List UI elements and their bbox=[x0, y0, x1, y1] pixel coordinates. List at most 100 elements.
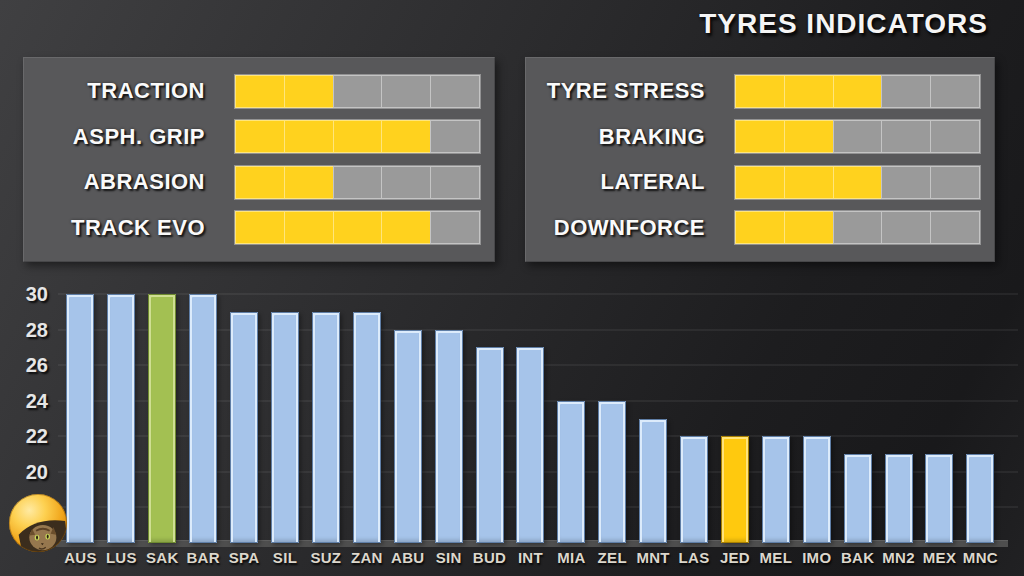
chart-bar-zel bbox=[598, 401, 626, 543]
gauge-segment-empty bbox=[930, 75, 980, 108]
bar-slot-mnt bbox=[633, 419, 674, 543]
x-label-bak: BAK bbox=[837, 549, 878, 566]
gauge-label: TRACK EVO bbox=[24, 215, 235, 241]
bar-slot-int bbox=[510, 347, 551, 543]
gauge-bar bbox=[735, 120, 980, 153]
gauge-segment-filled bbox=[784, 166, 834, 199]
x-label-abu: ABU bbox=[387, 549, 428, 566]
bar-slot-mex bbox=[919, 454, 960, 543]
x-label-mn2: MN2 bbox=[878, 549, 919, 566]
bar-slot-spa bbox=[224, 312, 265, 543]
gauge-segment-empty bbox=[881, 211, 931, 244]
gauge-row-braking: BRAKING bbox=[526, 120, 980, 153]
chart-bar-int bbox=[516, 347, 544, 543]
y-tick-26: 26 bbox=[0, 354, 48, 377]
gauge-segment-empty bbox=[381, 166, 431, 199]
bar-slot-bar bbox=[183, 294, 224, 543]
gauge-segment-empty bbox=[430, 211, 480, 244]
chart-bar-abu bbox=[394, 330, 422, 543]
chart-bar-bud bbox=[476, 347, 504, 543]
chart-bar-lus bbox=[107, 294, 135, 543]
bar-slot-sak bbox=[142, 294, 183, 543]
bar-slot-abu bbox=[387, 330, 428, 543]
gauge-segment-filled bbox=[381, 211, 431, 244]
gauge-label: TYRE STRESS bbox=[526, 78, 735, 104]
gauge-bar bbox=[735, 166, 980, 199]
bar-slot-mia bbox=[551, 401, 592, 543]
chart-bar-mn2 bbox=[885, 454, 913, 543]
gauge-segment-empty bbox=[881, 166, 931, 199]
x-label-bud: BUD bbox=[469, 549, 510, 566]
gauge-segment-empty bbox=[930, 120, 980, 153]
chart-bar-jed bbox=[721, 436, 749, 543]
bar-slot-zel bbox=[592, 401, 633, 543]
x-label-zan: ZAN bbox=[346, 549, 387, 566]
y-tick-30: 30 bbox=[0, 283, 48, 306]
bar-slot-mn2 bbox=[878, 454, 919, 543]
gauge-segment-filled bbox=[735, 211, 785, 244]
x-label-mnt: MNT bbox=[633, 549, 674, 566]
x-label-sin: SIN bbox=[428, 549, 469, 566]
gauge-segment-empty bbox=[930, 211, 980, 244]
gauge-segment-empty bbox=[881, 120, 931, 153]
gauge-row-lateral: LATERAL bbox=[526, 166, 980, 199]
gauge-segment-filled bbox=[735, 166, 785, 199]
tyre-indicators-panel-left: TRACTIONASPH. GRIPABRASIONTRACK EVO bbox=[23, 57, 495, 262]
gauge-bar bbox=[235, 75, 480, 108]
x-label-sil: SIL bbox=[265, 549, 306, 566]
chart-bar-las bbox=[680, 436, 708, 543]
gauge-segment-filled bbox=[333, 211, 383, 244]
gauge-bar bbox=[235, 166, 480, 199]
gauge-segment-filled bbox=[235, 211, 285, 244]
bar-slot-suz bbox=[305, 312, 346, 543]
gauge-segment-filled bbox=[735, 75, 785, 108]
chart-bar-spa bbox=[230, 312, 258, 543]
gauge-row-traction: TRACTION bbox=[24, 75, 480, 108]
gauge-segment-empty bbox=[430, 75, 480, 108]
gauge-segment-filled bbox=[284, 120, 334, 153]
gauge-segment-empty bbox=[381, 75, 431, 108]
x-label-sak: SAK bbox=[142, 549, 183, 566]
gauge-bar bbox=[735, 211, 980, 244]
gauge-segment-empty bbox=[430, 166, 480, 199]
x-label-mnc: MNC bbox=[960, 549, 1001, 566]
gauge-segment-filled bbox=[284, 75, 334, 108]
chart-bar-mel bbox=[762, 436, 790, 543]
x-label-mel: MEL bbox=[755, 549, 796, 566]
tyre-indicators-panel-right: TYRE STRESS BRAKING LATERAL DOWNFORCE bbox=[525, 57, 995, 262]
x-label-imo: IMO bbox=[796, 549, 837, 566]
gauge-segment-filled bbox=[784, 75, 834, 108]
gauge-row-asph-grip: ASPH. GRIP bbox=[24, 120, 480, 153]
gauge-row-downforce: DOWNFORCE bbox=[526, 211, 980, 244]
x-label-mia: MIA bbox=[551, 549, 592, 566]
x-label-bar: BAR bbox=[183, 549, 224, 566]
bar-slot-jed bbox=[715, 436, 756, 543]
bar-slot-mel bbox=[755, 436, 796, 543]
gauge-segment-filled bbox=[235, 120, 285, 153]
chart-bar-bar bbox=[189, 294, 217, 543]
bar-slot-sin bbox=[428, 330, 469, 543]
x-label-suz: SUZ bbox=[305, 549, 346, 566]
gauge-segment-empty bbox=[930, 166, 980, 199]
bar-slot-bak bbox=[837, 454, 878, 543]
bar-slot-bud bbox=[469, 347, 510, 543]
y-tick-24: 24 bbox=[0, 390, 48, 413]
chart-bar-sak bbox=[148, 294, 176, 543]
gauge-segment-empty bbox=[430, 120, 480, 153]
x-label-jed: JED bbox=[715, 549, 756, 566]
bar-slot-zan bbox=[346, 312, 387, 543]
x-label-spa: SPA bbox=[224, 549, 265, 566]
gauge-segment-empty bbox=[333, 166, 383, 199]
gauge-row-track-evo: TRACK EVO bbox=[24, 211, 480, 244]
chart-bar-sil bbox=[271, 312, 299, 543]
x-label-mex: MEX bbox=[919, 549, 960, 566]
gauge-label: ASPH. GRIP bbox=[24, 124, 235, 150]
page-title: TYRES INDICATORS bbox=[699, 8, 988, 40]
chart-bar-mia bbox=[557, 401, 585, 543]
gauge-bar bbox=[235, 120, 480, 153]
y-tick-20: 20 bbox=[0, 461, 48, 484]
gauge-segment-filled bbox=[784, 120, 834, 153]
gauge-segment-empty bbox=[833, 211, 883, 244]
chart-bars bbox=[60, 291, 1001, 543]
gauge-segment-filled bbox=[833, 166, 883, 199]
